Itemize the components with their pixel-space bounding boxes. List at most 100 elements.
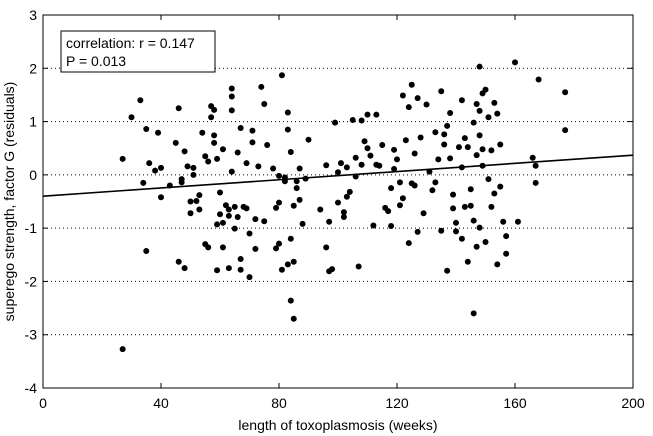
data-point (332, 119, 339, 126)
data-point (290, 202, 297, 209)
x-axis-title: length of toxoplasmosis (weeks) (238, 417, 437, 433)
data-point (388, 185, 395, 192)
data-point (447, 155, 454, 162)
data-point (438, 227, 445, 234)
data-point (396, 202, 403, 209)
data-point (178, 179, 185, 186)
data-point (405, 240, 412, 247)
data-point (470, 310, 477, 317)
data-point (196, 206, 203, 213)
data-point (494, 261, 501, 268)
data-point (444, 122, 451, 129)
data-point (364, 145, 371, 152)
data-point (385, 208, 392, 215)
data-point (287, 235, 294, 242)
x-tick-label: 40 (153, 395, 169, 411)
data-point (222, 202, 229, 209)
data-point (225, 212, 232, 219)
data-point (211, 106, 218, 113)
data-point (435, 156, 442, 163)
data-point (532, 179, 539, 186)
data-point (119, 155, 126, 162)
data-point (290, 258, 297, 265)
data-point (158, 194, 164, 201)
data-point (391, 146, 398, 153)
data-point (205, 158, 212, 165)
data-point (364, 111, 371, 118)
data-point (485, 176, 492, 183)
data-point (273, 245, 280, 252)
data-point (299, 220, 306, 227)
data-point (464, 144, 471, 151)
data-point (217, 189, 223, 196)
annotation-box (60, 30, 216, 73)
data-point (284, 126, 291, 133)
data-point (346, 188, 353, 195)
data-point (284, 261, 291, 268)
data-point (225, 265, 232, 272)
data-point (488, 147, 495, 154)
data-point (467, 186, 474, 193)
data-point (326, 218, 333, 225)
data-point (411, 182, 418, 189)
data-point (349, 116, 356, 123)
data-point (473, 243, 480, 250)
data-point (458, 235, 465, 242)
data-point (441, 131, 448, 138)
data-point (373, 111, 380, 118)
data-point (450, 191, 457, 198)
data-point (432, 129, 439, 136)
data-point (199, 129, 206, 136)
y-tick-label: 1 (29, 114, 37, 130)
data-point (494, 110, 501, 117)
data-point (296, 196, 303, 203)
data-point (228, 168, 235, 175)
x-axis-ticks: 0 40 80 120 160 200 (39, 15, 645, 411)
data-point (370, 222, 377, 229)
data-point (187, 210, 194, 217)
data-point (562, 89, 569, 96)
annotation-correlation: correlation: r = 0.147 (66, 35, 195, 51)
y-tick-label: 2 (29, 60, 37, 76)
data-point (391, 165, 398, 172)
y-tick-label: 0 (29, 167, 37, 183)
data-point (405, 104, 412, 111)
data-point (488, 203, 495, 210)
data-point (432, 179, 439, 186)
data-point (476, 224, 483, 231)
data-point (482, 238, 489, 245)
data-point (205, 244, 212, 251)
data-point (335, 169, 341, 176)
data-point (252, 245, 259, 252)
data-point (514, 218, 521, 225)
data-point (293, 178, 300, 185)
data-point (343, 193, 350, 200)
data-point (470, 119, 477, 126)
data-point (237, 256, 244, 263)
data-point (234, 213, 241, 220)
data-point (211, 132, 218, 139)
data-point (172, 139, 179, 146)
data-point (175, 258, 182, 265)
data-point (447, 110, 454, 117)
data-point (340, 209, 347, 216)
data-point (278, 72, 285, 79)
data-point (219, 219, 226, 226)
data-point (273, 204, 280, 211)
data-point (399, 92, 406, 99)
data-point (231, 203, 238, 210)
data-point (388, 223, 395, 230)
data-point (228, 107, 235, 114)
data-point (237, 266, 244, 273)
data-point (225, 206, 232, 213)
data-point (158, 164, 164, 171)
x-tick-label: 160 (503, 395, 527, 411)
data-point (535, 76, 542, 83)
data-point (444, 267, 451, 274)
data-point (461, 203, 468, 210)
data-point (143, 248, 150, 255)
data-point (464, 258, 471, 265)
data-point (423, 101, 430, 108)
data-point (246, 274, 253, 281)
data-point (461, 135, 468, 142)
